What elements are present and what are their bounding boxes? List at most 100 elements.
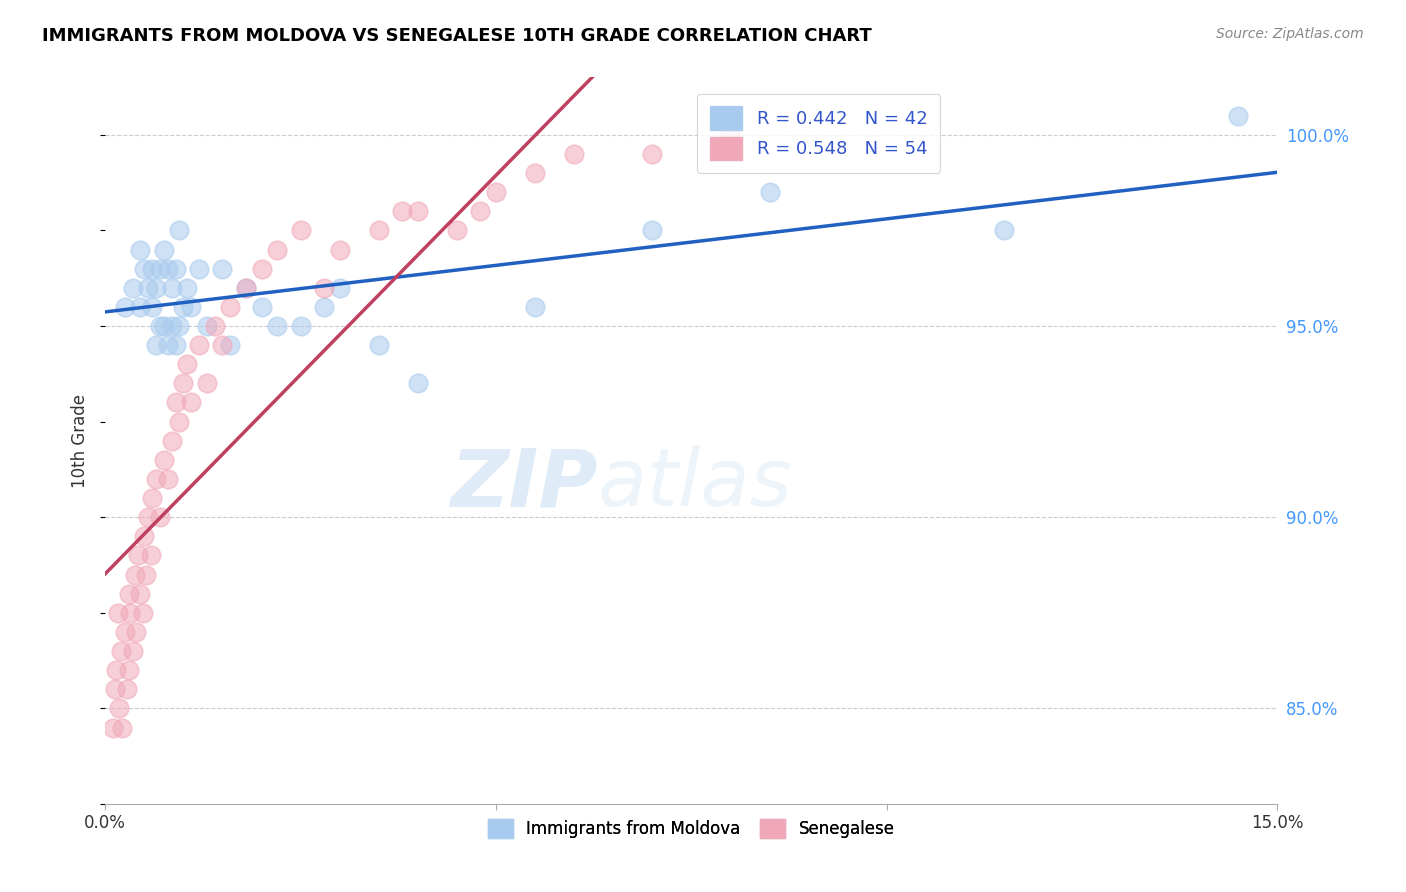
Point bbox=[391, 204, 413, 219]
Point bbox=[329, 281, 352, 295]
Point bbox=[156, 261, 179, 276]
Text: IMMIGRANTS FROM MOLDOVA VS SENEGALESE 10TH GRADE CORRELATION CHART: IMMIGRANTS FROM MOLDOVA VS SENEGALESE 10… bbox=[42, 27, 872, 45]
Point bbox=[329, 243, 352, 257]
Point bbox=[104, 682, 127, 697]
Point bbox=[641, 147, 664, 161]
Point bbox=[211, 261, 233, 276]
Point bbox=[153, 243, 176, 257]
Point bbox=[290, 318, 312, 333]
Point bbox=[165, 395, 187, 409]
Point bbox=[149, 261, 172, 276]
Point bbox=[124, 567, 146, 582]
Point bbox=[470, 204, 492, 219]
Point bbox=[165, 261, 187, 276]
Point bbox=[188, 338, 211, 352]
Point bbox=[136, 281, 159, 295]
Point bbox=[641, 223, 664, 237]
Point bbox=[406, 376, 429, 391]
Point bbox=[134, 261, 156, 276]
Point bbox=[219, 338, 242, 352]
Point bbox=[312, 300, 335, 314]
Point bbox=[115, 682, 138, 697]
Point bbox=[105, 663, 128, 677]
Point bbox=[153, 318, 176, 333]
Point bbox=[156, 472, 179, 486]
Point bbox=[176, 281, 198, 295]
Point bbox=[141, 261, 163, 276]
Point bbox=[169, 223, 191, 237]
Point bbox=[188, 261, 211, 276]
Point bbox=[129, 300, 152, 314]
Point bbox=[101, 721, 124, 735]
Point bbox=[111, 721, 134, 735]
Point bbox=[235, 281, 257, 295]
Point bbox=[118, 587, 141, 601]
Point bbox=[312, 281, 335, 295]
Point bbox=[118, 663, 141, 677]
Point bbox=[136, 510, 159, 524]
Point bbox=[160, 281, 183, 295]
Point bbox=[406, 204, 429, 219]
Point bbox=[1227, 109, 1250, 123]
Point bbox=[172, 376, 194, 391]
Point bbox=[141, 491, 163, 505]
Point bbox=[120, 606, 142, 620]
Point bbox=[141, 300, 163, 314]
Point bbox=[129, 243, 152, 257]
Point bbox=[114, 300, 136, 314]
Point bbox=[108, 701, 131, 715]
Point bbox=[993, 223, 1015, 237]
Point bbox=[211, 338, 233, 352]
Point bbox=[145, 281, 167, 295]
Point bbox=[121, 281, 143, 295]
Point bbox=[290, 223, 312, 237]
Point bbox=[250, 261, 273, 276]
Point bbox=[160, 434, 183, 448]
Point bbox=[129, 587, 152, 601]
Point bbox=[180, 300, 202, 314]
Point bbox=[367, 223, 389, 237]
Point bbox=[132, 606, 155, 620]
Point bbox=[250, 300, 273, 314]
Point bbox=[125, 624, 148, 639]
Point bbox=[114, 624, 136, 639]
Point bbox=[235, 281, 257, 295]
Point bbox=[145, 338, 167, 352]
Legend: Immigrants from Moldova, Senegalese: Immigrants from Moldova, Senegalese bbox=[479, 811, 903, 847]
Point bbox=[134, 529, 156, 543]
Point bbox=[195, 318, 218, 333]
Point bbox=[720, 128, 742, 142]
Point bbox=[135, 567, 157, 582]
Text: ZIP: ZIP bbox=[450, 445, 598, 524]
Point bbox=[758, 185, 780, 199]
Point bbox=[524, 300, 547, 314]
Point bbox=[367, 338, 389, 352]
Point bbox=[446, 223, 468, 237]
Point bbox=[107, 606, 129, 620]
Point bbox=[153, 453, 176, 467]
Point bbox=[139, 549, 162, 563]
Point bbox=[110, 644, 132, 658]
Point bbox=[266, 243, 288, 257]
Point bbox=[121, 644, 143, 658]
Point bbox=[127, 549, 149, 563]
Point bbox=[195, 376, 218, 391]
Point bbox=[524, 166, 547, 180]
Point bbox=[149, 510, 172, 524]
Point bbox=[485, 185, 508, 199]
Point bbox=[176, 357, 198, 371]
Point bbox=[165, 338, 187, 352]
Text: atlas: atlas bbox=[598, 445, 793, 524]
Point bbox=[145, 472, 167, 486]
Point bbox=[219, 300, 242, 314]
Y-axis label: 10th Grade: 10th Grade bbox=[72, 393, 89, 488]
Point bbox=[180, 395, 202, 409]
Point bbox=[204, 318, 226, 333]
Point bbox=[169, 415, 191, 429]
Point bbox=[266, 318, 288, 333]
Point bbox=[156, 338, 179, 352]
Point bbox=[172, 300, 194, 314]
Point bbox=[160, 318, 183, 333]
Point bbox=[149, 318, 172, 333]
Text: Source: ZipAtlas.com: Source: ZipAtlas.com bbox=[1216, 27, 1364, 41]
